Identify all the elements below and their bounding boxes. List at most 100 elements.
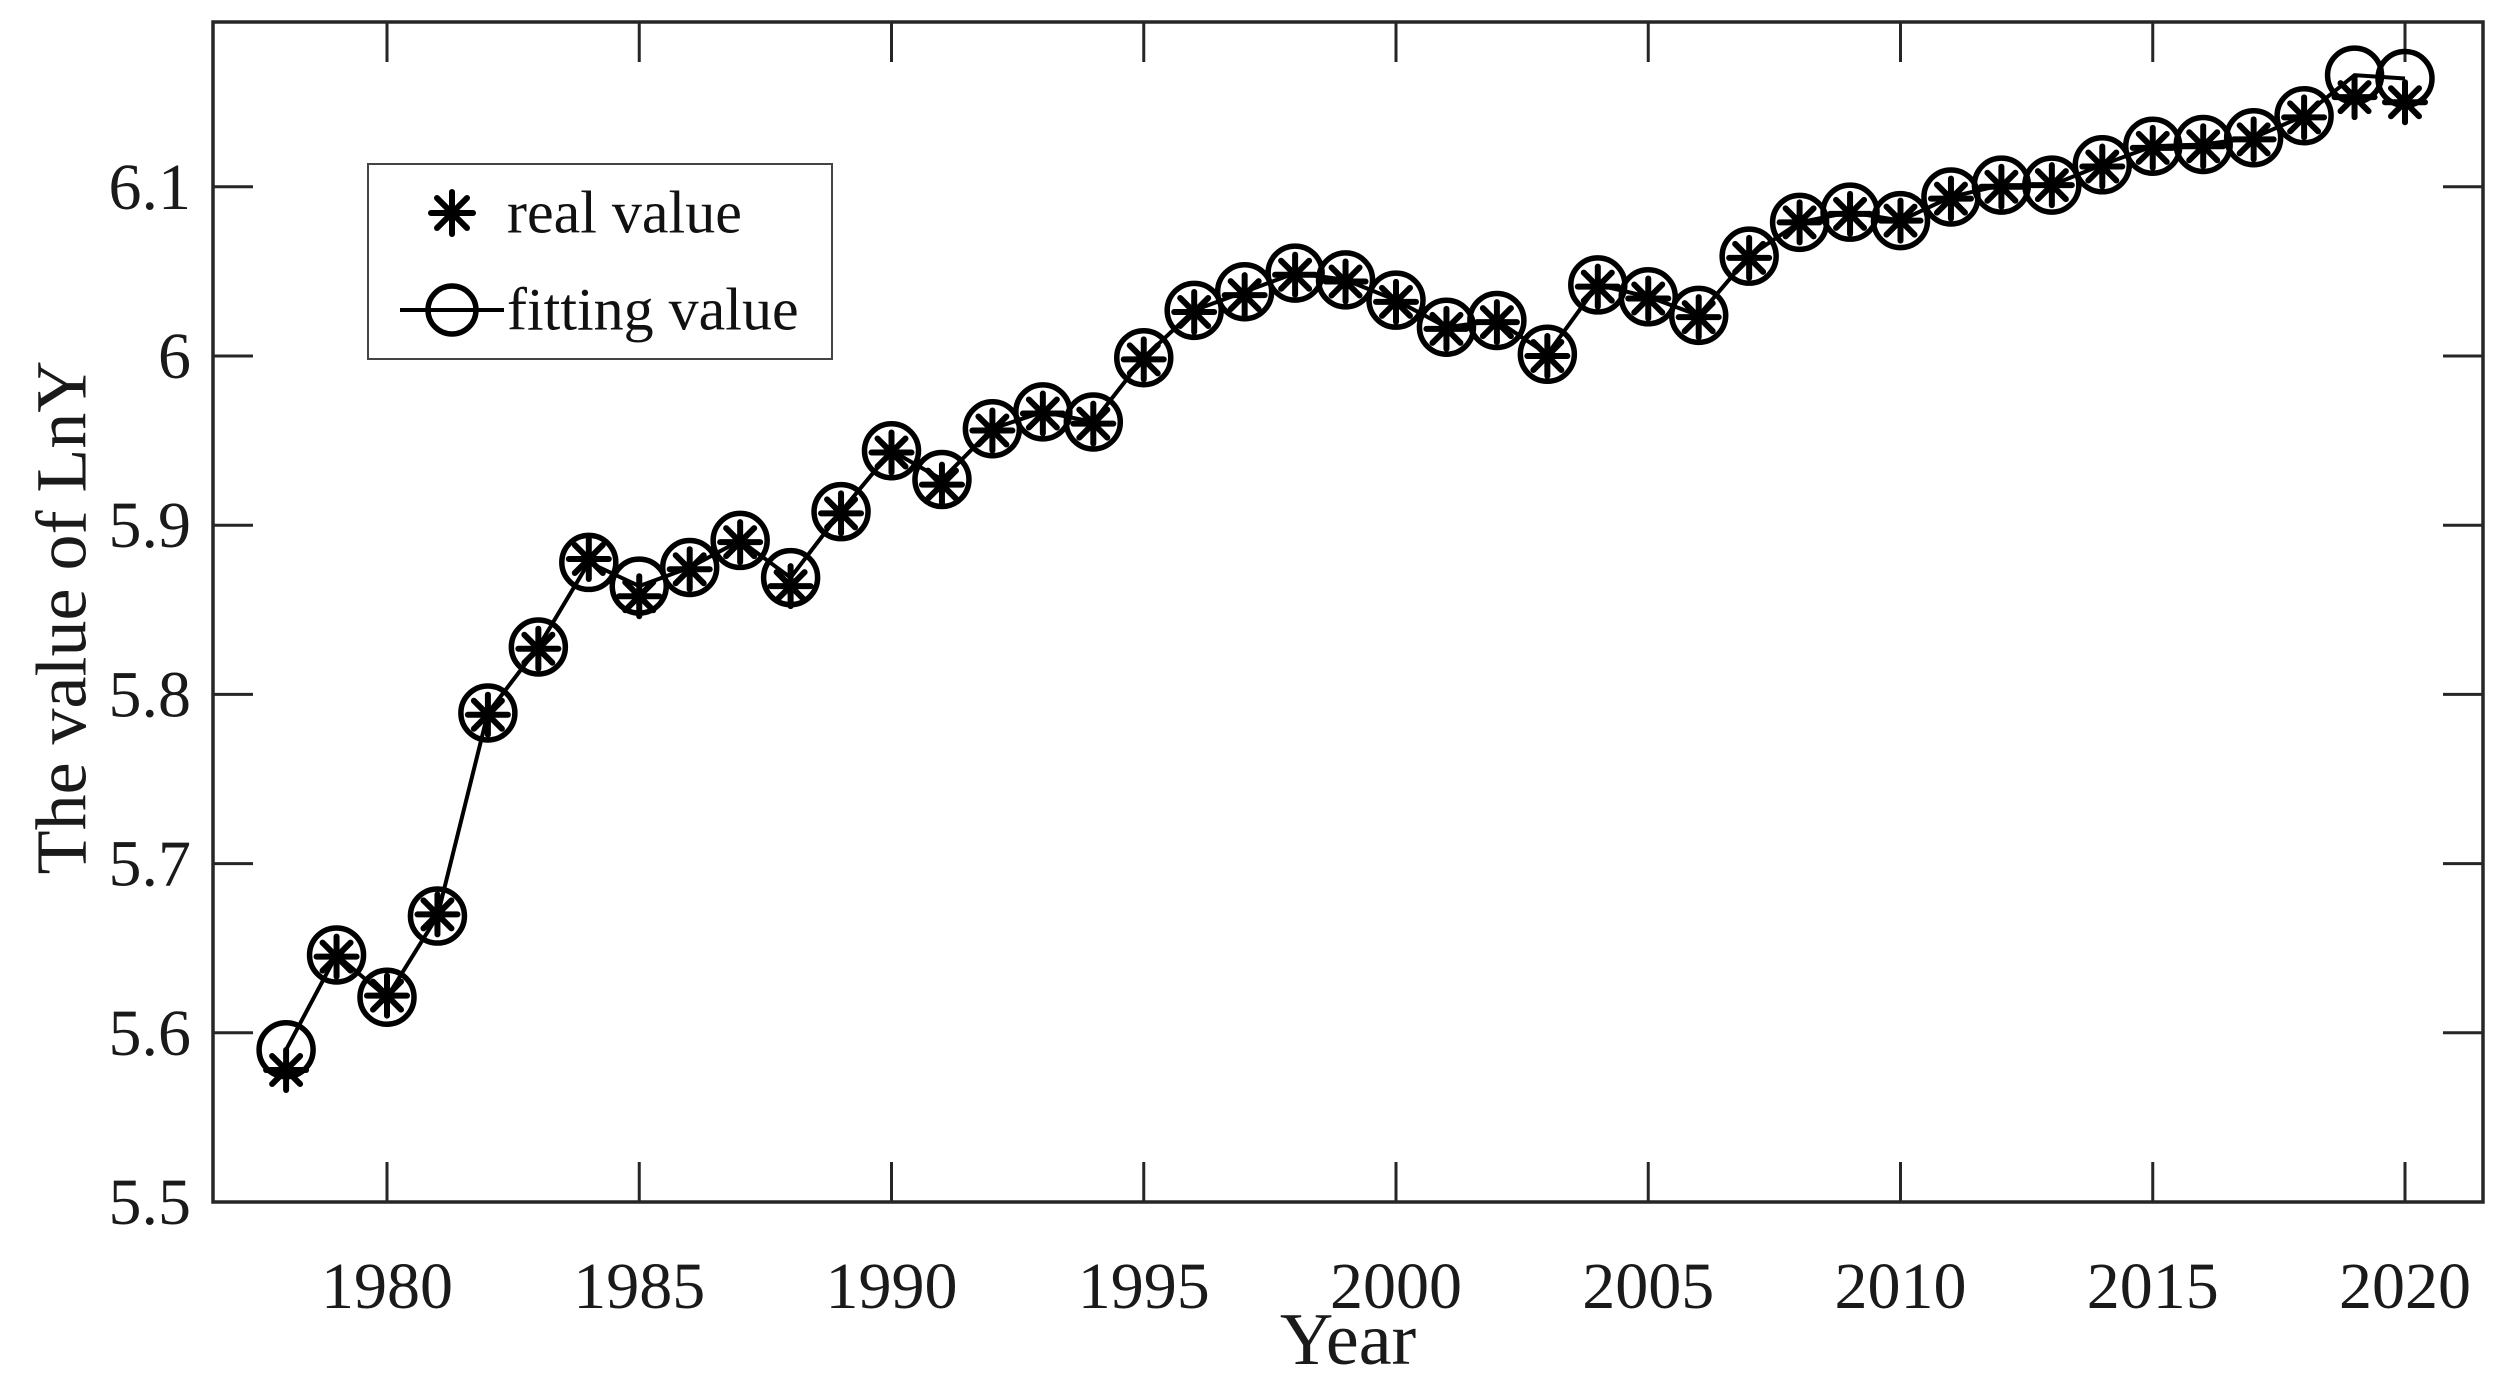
asterisk-stroke [874, 435, 909, 470]
real-point [1675, 294, 1722, 341]
real-point [1322, 258, 1369, 305]
real-point [263, 1047, 310, 1094]
asterisk-stroke [1379, 284, 1413, 319]
asterisk-stroke [319, 939, 354, 974]
real-point [1070, 400, 1117, 447]
real-point [1625, 275, 1672, 322]
real-markers [263, 74, 2428, 1094]
real-point [868, 429, 915, 476]
fitting-point [2223, 107, 2284, 168]
fitting-point [1517, 324, 1578, 385]
asterisk-stroke [773, 569, 808, 604]
asterisk-stroke [1833, 196, 1868, 231]
asterisk-stroke [2034, 168, 2069, 203]
legend-box: real value fitting value [367, 163, 833, 360]
asterisk-stroke [1429, 311, 1464, 346]
real-point [1927, 175, 1974, 222]
asterisk-stroke [269, 1053, 304, 1088]
fitting-point [1114, 327, 1174, 388]
real-point [1272, 251, 1319, 298]
asterisk-stroke [924, 467, 959, 502]
x-tick-label: 2020 [2339, 1250, 2471, 1323]
axis-box [211, 20, 2485, 1204]
fitting-point [407, 886, 468, 946]
real-point [515, 625, 562, 672]
real-point [1171, 289, 1218, 336]
real-point [1574, 263, 1621, 310]
real-point [565, 536, 612, 583]
y-tick-label: 5.6 [109, 997, 192, 1070]
asterisk-stroke [1631, 281, 1666, 316]
fitting-point [559, 532, 619, 593]
asterisk-stroke [2085, 149, 2120, 184]
fitting-point [1618, 267, 1678, 327]
y-tick-label: 5.9 [109, 489, 192, 562]
asterisk-stroke [2337, 80, 2372, 115]
real-point [1978, 163, 2025, 210]
y-axis-label: The value of LnY [21, 360, 102, 875]
x-tick-label: 1985 [573, 1250, 705, 1323]
real-point [364, 972, 410, 1019]
real-point [464, 691, 511, 738]
real-point [2180, 123, 2227, 170]
asterisk-stroke [672, 552, 707, 587]
x-tick-label: 1995 [1078, 1250, 1210, 1323]
x-ticks [385, 22, 2407, 1202]
x-axis-label: Year [1279, 1299, 1417, 1381]
real-point [1726, 234, 1773, 281]
legend-entry-real-value: real value [369, 165, 831, 262]
asterisk-stroke [975, 413, 1010, 448]
x-tick-labels: 1980 1985 1990 1995 2000 2005 2010 2015 2020 [321, 1250, 2471, 1323]
real-point [616, 573, 663, 620]
asterisk-stroke [1530, 339, 1565, 373]
asterisk-stroke [2186, 129, 2221, 164]
fitting-point [2072, 135, 2133, 195]
fitting-point [1719, 226, 1779, 286]
circle-line-marker-icon [400, 283, 504, 337]
fitting-point [1870, 190, 1931, 251]
real-point [1776, 199, 1823, 246]
real-point [1524, 333, 1571, 379]
real-point [1221, 272, 1268, 319]
real-point [918, 461, 965, 508]
real-point [1473, 299, 1520, 346]
fitting-point [1467, 290, 1527, 351]
fitting-point [306, 925, 367, 985]
y-tick-label: 5.7 [109, 828, 192, 901]
asterisk-stroke [521, 631, 556, 666]
real-point [818, 490, 865, 537]
fitting-point [2274, 85, 2334, 146]
fitting-point [1971, 155, 2032, 215]
y-tick-label: 5.5 [109, 1166, 192, 1239]
real-point [414, 891, 461, 938]
fitting-point [508, 617, 569, 677]
asterisk-stroke [1278, 257, 1313, 292]
asterisk-stroke [1025, 396, 1060, 431]
fitting-point [1063, 392, 1124, 452]
fitting-point [1214, 261, 1275, 322]
real-point [2028, 162, 2075, 209]
x-tick-label: 2010 [1835, 1250, 1967, 1323]
fitting-point [1366, 270, 1426, 330]
y-tick-labels: 5.5 5.6 5.7 5.8 5.9 6 6.1 [109, 151, 192, 1239]
asterisk-stroke [1933, 181, 1968, 216]
asterisk-stroke [2287, 100, 2322, 135]
x-tick-label: 1980 [321, 1250, 453, 1323]
fitting-point [710, 510, 770, 571]
x-tick-label: 2015 [2087, 1250, 2219, 1323]
y-ticks [213, 185, 2483, 1204]
asterisk-stroke [470, 697, 505, 732]
asterisk-stroke [723, 525, 758, 560]
real-point [1019, 390, 1066, 437]
asterisk-stroke [1984, 169, 2019, 204]
asterisk-stroke [420, 897, 455, 932]
real-point [717, 519, 764, 566]
fitting-point [1315, 250, 1376, 310]
fitting-point [861, 421, 922, 481]
fitting-point [357, 967, 417, 1028]
real-point [1877, 197, 1924, 244]
asterisk-stroke [1227, 278, 1262, 313]
legend-label-fitting-value: fitting value [507, 276, 799, 343]
asterisk-stroke [1580, 269, 1615, 304]
